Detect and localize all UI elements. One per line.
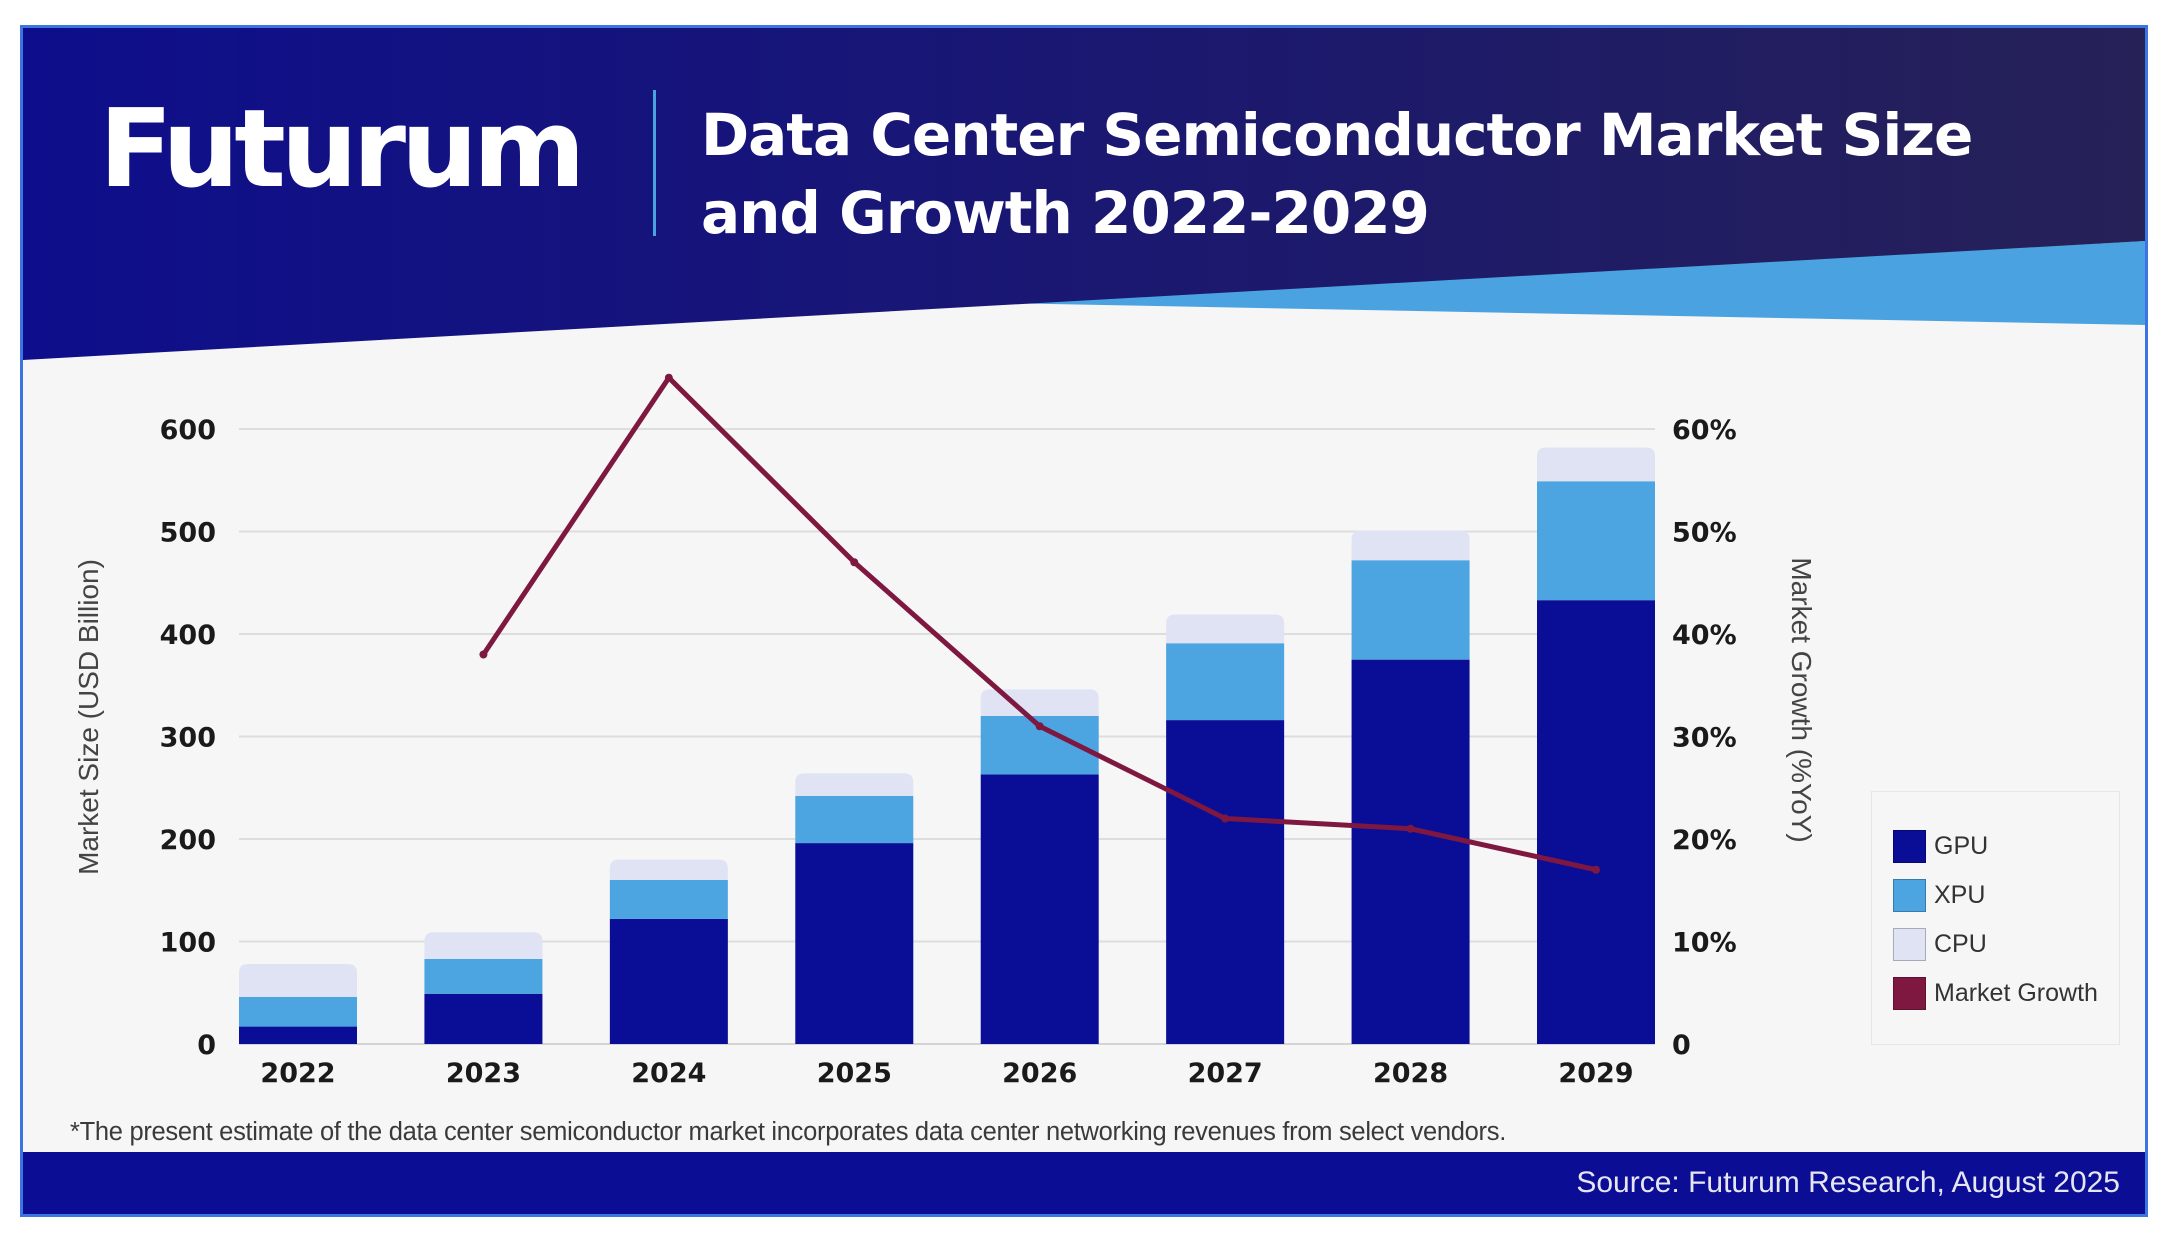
bars [239, 447, 1655, 1044]
x-tick-2024: 2024 [631, 1058, 706, 1089]
accent-wedge [999, 241, 2145, 325]
bar-cpu-2024 [609, 859, 728, 880]
growth-line-layer [479, 373, 1600, 874]
y-tick-left-500: 500 [160, 518, 216, 549]
y-tick-right-40-: 40% [1672, 620, 1737, 651]
legend-swatch-gpu [1893, 829, 1926, 863]
legend-item-gpu: GPU [1893, 829, 1988, 863]
header-divider [653, 90, 656, 236]
legend-swatch-xpu [1893, 878, 1926, 912]
x-axis-ticks: 2022 2023 2024 2025 2026 2027 2028 2029 [260, 1058, 1633, 1089]
legend: GPU XPU CPU Market Growth [1871, 791, 2120, 1045]
bar-cpu-2026 [980, 689, 1099, 716]
bar-gpu-2023 [424, 993, 543, 1044]
x-tick-2023: 2023 [446, 1058, 521, 1089]
y-tick-right-50-: 50% [1672, 518, 1737, 549]
header-banner [23, 28, 2145, 360]
y-axis-left-ticks: 0 100 200 300 400 500 600 [160, 415, 216, 1061]
brand-logo: Futurum [99, 87, 585, 212]
footnote: *The present estimate of the data center… [70, 1118, 1506, 1146]
y-tick-left-100: 100 [160, 928, 216, 959]
y-tick-right-10-: 10% [1672, 928, 1737, 959]
bar-cpu-2027 [1166, 614, 1285, 644]
legend-swatch-market-growth [1893, 976, 1926, 1010]
y-tick-right-60-: 60% [1672, 415, 1737, 446]
legend-item-market-growth: Market Growth [1893, 976, 2098, 1010]
bar-xpu-2028 [1351, 560, 1470, 660]
growth-point-2025 [850, 558, 859, 567]
chart-title: Data Center Semiconductor Market Size an… [701, 96, 2101, 252]
source-credit: Source: Futurum Research, August 2025 [1576, 1166, 2120, 1199]
bar-stack-2023 [424, 932, 543, 1044]
y-axis-right-ticks: 0 10% 20% 30% 40% 50% 60% [1672, 415, 1737, 1061]
header-background [23, 28, 2145, 360]
legend-label-gpu: GPU [1934, 831, 1989, 860]
bar-cpu-2028 [1351, 530, 1470, 561]
bar-xpu-2025 [795, 795, 914, 844]
x-tick-2022: 2022 [260, 1058, 335, 1089]
bar-stack-2022 [239, 964, 357, 1044]
growth-point-2027 [1221, 814, 1230, 823]
title-line-1: Data Center Semiconductor Market Size [701, 101, 1973, 169]
y-axis-right-title: Market Growth (%YoY) [1786, 557, 1817, 842]
bar-xpu-2023 [424, 958, 543, 994]
bar-xpu-2027 [1166, 643, 1285, 721]
title-line-2: and Growth 2022-2029 [701, 179, 1430, 247]
bar-stack-2029 [1537, 447, 1655, 1044]
bar-gpu-2022 [239, 1026, 357, 1044]
bar-xpu-2024 [609, 880, 728, 919]
growth-point-2024 [664, 373, 673, 382]
bar-stack-2026 [980, 689, 1099, 1044]
legend-label-xpu: XPU [1934, 880, 1986, 909]
legend-item-cpu: CPU [1893, 927, 1987, 961]
bar-gpu-2029 [1537, 600, 1655, 1044]
y-tick-left-400: 400 [160, 620, 216, 651]
bar-gpu-2026 [980, 774, 1099, 1044]
x-tick-2029: 2029 [1558, 1058, 1633, 1089]
bar-stack-2028 [1351, 530, 1470, 1044]
bar-cpu-2023 [424, 932, 543, 959]
legend-item-xpu: XPU [1893, 878, 1985, 912]
bar-cpu-2022 [239, 964, 357, 997]
y-tick-left-300: 300 [160, 723, 216, 754]
growth-point-2029 [1592, 865, 1600, 874]
bar-stack-2025 [795, 773, 914, 1044]
bar-stack-2027 [1166, 614, 1285, 1044]
bar-stack-2024 [609, 859, 728, 1044]
bar-gpu-2024 [609, 918, 728, 1044]
bar-xpu-2022 [239, 996, 357, 1027]
bar-cpu-2025 [795, 773, 914, 796]
legend-label-cpu: CPU [1934, 929, 1987, 958]
legend-swatch-cpu [1893, 927, 1926, 961]
y-tick-left-600: 600 [160, 415, 216, 446]
y-tick-right-20-: 20% [1672, 825, 1737, 856]
growth-point-2023 [479, 650, 488, 659]
growth-point-2026 [1035, 722, 1044, 731]
legend-label-market-growth: Market Growth [1934, 978, 2098, 1007]
x-tick-2028: 2028 [1373, 1058, 1448, 1089]
bar-gpu-2027 [1166, 720, 1285, 1044]
x-tick-2025: 2025 [817, 1058, 892, 1089]
y-tick-right-30-: 30% [1672, 723, 1737, 754]
bar-cpu-2029 [1537, 447, 1655, 482]
y-axis-left-title: Market Size (USD Billion) [73, 559, 104, 875]
bar-gpu-2028 [1351, 659, 1470, 1044]
y-tick-left-0: 0 [197, 1030, 216, 1061]
y-tick-right-0: 0 [1672, 1030, 1691, 1061]
footer-bar: Source: Futurum Research, August 2025 [23, 1152, 2145, 1214]
x-tick-2026: 2026 [1002, 1058, 1077, 1089]
y-tick-left-200: 200 [160, 825, 216, 856]
bar-xpu-2029 [1537, 481, 1655, 601]
x-tick-2027: 2027 [1188, 1058, 1263, 1089]
growth-point-2028 [1406, 824, 1415, 833]
bar-gpu-2025 [795, 843, 914, 1044]
